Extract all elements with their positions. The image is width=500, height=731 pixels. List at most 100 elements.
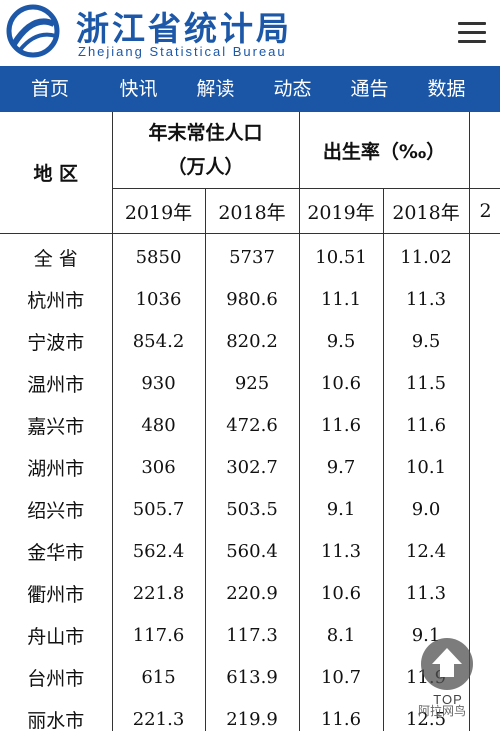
table-row: 绍兴市 505.7 503.5 9.1 9.0 bbox=[0, 488, 500, 530]
site-title[interactable]: 浙江省统计局 bbox=[76, 9, 292, 48]
back-to-top-label: TOP bbox=[433, 692, 463, 707]
population-title: 年末常住人口 bbox=[148, 122, 263, 144]
population-2018: 560.4 bbox=[205, 530, 300, 572]
main-nav: 首页 快讯 解读 动态 通告 数据 bbox=[0, 66, 500, 112]
population-2019: 5850 bbox=[112, 233, 206, 278]
population-2018: 302.7 bbox=[205, 446, 300, 488]
overflow-cell bbox=[469, 446, 500, 488]
birthrate-2018: 9.5 bbox=[383, 320, 470, 362]
overflow-cell bbox=[469, 530, 500, 572]
population-2019: 615 bbox=[112, 656, 206, 698]
birthrate-2019: 10.6 bbox=[299, 362, 384, 404]
bureau-logo-icon[interactable] bbox=[6, 4, 60, 58]
population-2019: 117.6 bbox=[112, 614, 206, 656]
arrow-up-icon[interactable] bbox=[421, 638, 473, 690]
year-header: 2 bbox=[469, 188, 500, 234]
overflow-cell bbox=[469, 572, 500, 614]
population-2019: 562.4 bbox=[112, 530, 206, 572]
birthrate-2019: 10.7 bbox=[299, 656, 384, 698]
population-2019: 221.3 bbox=[112, 698, 206, 731]
column-header-population: 年末常住人口 （万人） bbox=[112, 112, 300, 189]
population-2018: 503.5 bbox=[205, 488, 300, 530]
region-name: 全 省 bbox=[0, 233, 113, 278]
table-row: 杭州市 1036 980.6 11.1 11.3 bbox=[0, 278, 500, 320]
birthrate-2018: 11.5 bbox=[383, 362, 470, 404]
table-row: 全 省 5850 5737 10.51 11.02 bbox=[0, 233, 500, 279]
site-subtitle: Zhejiang Statistical Bureau bbox=[78, 44, 287, 59]
population-2019: 1036 bbox=[112, 278, 206, 320]
population-2018: 820.2 bbox=[205, 320, 300, 362]
birthrate-2019: 11.6 bbox=[299, 698, 384, 731]
table-row: 舟山市 117.6 117.3 8.1 9.1 bbox=[0, 614, 500, 656]
table-row: 宁波市 854.2 820.2 9.5 9.5 bbox=[0, 320, 500, 362]
birthrate-2019: 11.1 bbox=[299, 278, 384, 320]
overflow-cell bbox=[469, 278, 500, 320]
year-header: 2018年 bbox=[383, 188, 470, 234]
population-unit: （万人） bbox=[167, 156, 244, 178]
region-name: 衢州市 bbox=[0, 572, 113, 614]
region-name: 绍兴市 bbox=[0, 488, 113, 530]
stats-table-container[interactable]: 地 区 年末常住人口 （万人） 出生率（‰） 2019年 2018年 2019年… bbox=[0, 112, 500, 731]
birthrate-2018: 9.0 bbox=[383, 488, 470, 530]
column-header-birthrate: 出生率（‰） bbox=[299, 112, 470, 189]
nav-item-data[interactable]: 数据 bbox=[427, 78, 466, 100]
population-birthrate-table: 地 区 年末常住人口 （万人） 出生率（‰） 2019年 2018年 2019年… bbox=[0, 112, 500, 731]
birthrate-2019: 10.6 bbox=[299, 572, 384, 614]
population-2019: 306 bbox=[112, 446, 206, 488]
population-2018: 613.9 bbox=[205, 656, 300, 698]
table-row: 金华市 562.4 560.4 11.3 12.4 bbox=[0, 530, 500, 572]
table-row: 湖州市 306 302.7 9.7 10.1 bbox=[0, 446, 500, 488]
overflow-cell bbox=[469, 404, 500, 446]
region-name: 丽水市 bbox=[0, 698, 113, 731]
birthrate-2018: 11.6 bbox=[383, 404, 470, 446]
birthrate-2018: 11.3 bbox=[383, 572, 470, 614]
birthrate-2018: 11.3 bbox=[383, 278, 470, 320]
birthrate-2019: 11.6 bbox=[299, 404, 384, 446]
population-2018: 117.3 bbox=[205, 614, 300, 656]
population-2018: 472.6 bbox=[205, 404, 300, 446]
region-name: 舟山市 bbox=[0, 614, 113, 656]
population-2018: 219.9 bbox=[205, 698, 300, 731]
table-row: 嘉兴市 480 472.6 11.6 11.6 bbox=[0, 404, 500, 446]
nav-item-news[interactable]: 快讯 bbox=[119, 78, 158, 100]
nav-item-notices[interactable]: 通告 bbox=[350, 78, 389, 100]
population-2019: 854.2 bbox=[112, 320, 206, 362]
birthrate-2019: 10.51 bbox=[299, 233, 384, 278]
table-row: 温州市 930 925 10.6 11.5 bbox=[0, 362, 500, 404]
column-header-region: 地 区 bbox=[0, 112, 113, 234]
birthrate-2019: 8.1 bbox=[299, 614, 384, 656]
column-header-overflow bbox=[469, 112, 500, 189]
nav-item-updates[interactable]: 动态 bbox=[273, 78, 312, 100]
population-2019: 505.7 bbox=[112, 488, 206, 530]
table-row: 丽水市 221.3 219.9 11.6 12.5 bbox=[0, 698, 500, 731]
table-row: 衢州市 221.8 220.9 10.6 11.3 bbox=[0, 572, 500, 614]
region-name: 湖州市 bbox=[0, 446, 113, 488]
region-name: 杭州市 bbox=[0, 278, 113, 320]
population-2019: 930 bbox=[112, 362, 206, 404]
birthrate-2019: 9.7 bbox=[299, 446, 384, 488]
population-2018: 5737 bbox=[205, 233, 300, 278]
birthrate-2018: 12.4 bbox=[383, 530, 470, 572]
population-2018: 220.9 bbox=[205, 572, 300, 614]
birthrate-2018: 10.1 bbox=[383, 446, 470, 488]
region-name: 嘉兴市 bbox=[0, 404, 113, 446]
birthrate-2019: 11.3 bbox=[299, 530, 384, 572]
watermark-text: 阿拉网鸟 bbox=[418, 704, 467, 718]
birthrate-2018: 12.5 bbox=[383, 698, 470, 731]
year-header: 2019年 bbox=[299, 188, 384, 234]
region-name: 宁波市 bbox=[0, 320, 113, 362]
nav-item-analysis[interactable]: 解读 bbox=[196, 78, 235, 100]
hamburger-menu-icon[interactable] bbox=[458, 22, 486, 44]
birthrate-2019: 9.1 bbox=[299, 488, 384, 530]
site-header: 浙江省统计局 Zhejiang Statistical Bureau bbox=[0, 0, 500, 66]
back-to-top-button[interactable]: TOP bbox=[421, 638, 475, 708]
population-2019: 480 bbox=[112, 404, 206, 446]
overflow-cell bbox=[469, 320, 500, 362]
nav-item-home[interactable]: 首页 bbox=[30, 78, 69, 100]
overflow-cell bbox=[469, 234, 500, 279]
birthrate-2019: 9.5 bbox=[299, 320, 384, 362]
population-2018: 980.6 bbox=[205, 278, 300, 320]
overflow-cell bbox=[469, 362, 500, 404]
region-name: 台州市 bbox=[0, 656, 113, 698]
region-name: 金华市 bbox=[0, 530, 113, 572]
